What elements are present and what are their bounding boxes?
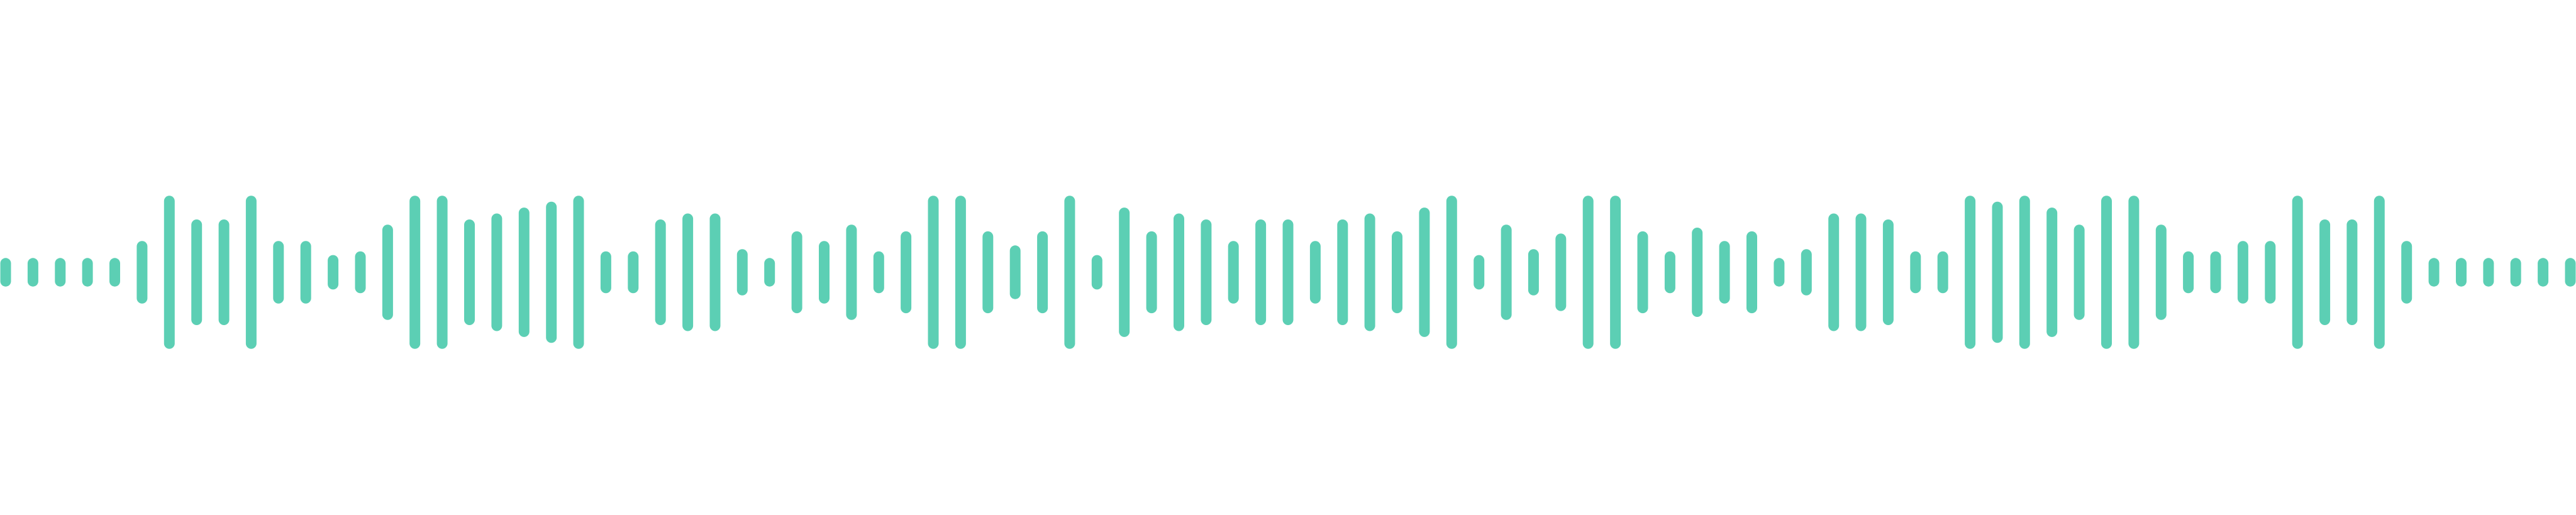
waveform-bars <box>0 196 2576 349</box>
